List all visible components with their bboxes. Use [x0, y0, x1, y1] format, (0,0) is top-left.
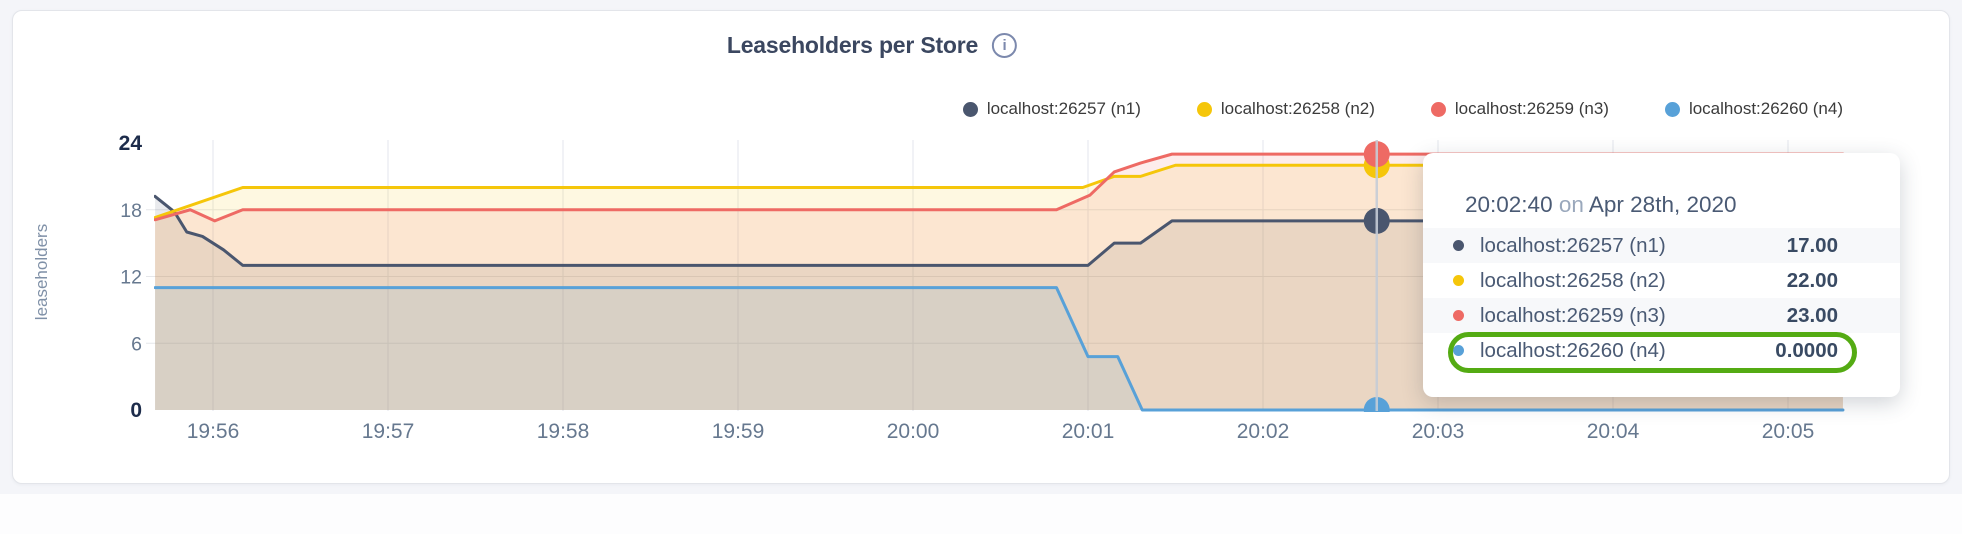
tooltip-series-name: localhost:26257 (n1)	[1480, 233, 1666, 257]
legend-item[interactable]: localhost:26258 (n2)	[1196, 99, 1375, 119]
legend-dot-icon	[1430, 101, 1446, 117]
chart-title: Leaseholders per Store	[726, 32, 979, 58]
legend-item[interactable]: localhost:26259 (n3)	[1430, 99, 1609, 119]
legend-item[interactable]: localhost:26257 (n1)	[962, 99, 1141, 119]
tooltip-row: localhost:26259 (n3) 23.00	[1423, 298, 1900, 333]
series-area	[155, 196, 1843, 410]
series-line	[154, 286, 1845, 412]
info-icon[interactable]: i	[992, 33, 1018, 58]
series-lines	[154, 152, 1845, 412]
x-tick-label: 20:00	[887, 420, 940, 443]
legend-label: localhost:26259 (n3)	[1454, 99, 1609, 118]
x-tick-label: 19:59	[712, 420, 765, 443]
tooltip-series-value: 0.0000	[1775, 338, 1838, 362]
tooltip-series-dot-icon	[1453, 310, 1464, 321]
legend-dot-icon	[962, 101, 978, 117]
y-tick-label: 0	[130, 399, 142, 422]
tooltip-row: localhost:26260 (n4) 0.0000	[1423, 333, 1900, 368]
tooltip-timestamp: 20:02:40 on Apr 28th, 2020	[1465, 192, 1737, 218]
tooltip-series-value: 17.00	[1786, 233, 1838, 257]
chart-legend: localhost:26257 (n1) localhost:26258 (n2)…	[962, 99, 1843, 119]
x-tick-label: 20:05	[1762, 420, 1815, 443]
series-area	[155, 154, 1843, 410]
legend-dot-icon	[1196, 101, 1212, 117]
tooltip-series-dot-icon	[1453, 275, 1464, 286]
y-tick-label: 12	[120, 267, 142, 289]
legend-label: localhost:26257 (n1)	[986, 99, 1141, 118]
y-axis-title: leaseholders	[32, 224, 51, 320]
tooltip-date: Apr 28th, 2020	[1588, 192, 1737, 217]
tooltip-series-value: 23.00	[1786, 303, 1838, 327]
x-axis-labels: 19:56 19:57 19:58 19:59 20:00 20:01 20:02 20:03…	[187, 420, 1815, 443]
legend-dot-icon	[1664, 101, 1680, 117]
series-line	[154, 152, 1845, 223]
tooltip-series-value: 22.00	[1786, 268, 1838, 292]
tooltip-row: localhost:26258 (n2) 22.00	[1423, 263, 1900, 298]
legend-item[interactable]: localhost:26260 (n4)	[1664, 99, 1843, 119]
tooltip-rows: localhost:26257 (n1) 17.00 localhost:26258…	[1423, 228, 1900, 368]
legend-label: localhost:26258 (n2)	[1220, 99, 1375, 118]
series-area	[155, 287, 1843, 410]
y-tick-label: 24	[119, 132, 143, 155]
x-tick-label: 20:02	[1237, 420, 1290, 443]
x-tick-label: 20:01	[1062, 420, 1115, 443]
tooltip-series-name: localhost:26259 (n3)	[1480, 303, 1666, 327]
tooltip-row: localhost:26257 (n1) 17.00	[1423, 228, 1900, 263]
x-tick-label: 19:58	[537, 420, 590, 443]
y-tick-label: 6	[131, 333, 142, 355]
tooltip-series-name: localhost:26260 (n4)	[1480, 338, 1666, 362]
x-tick-label: 20:03	[1412, 420, 1465, 443]
x-tick-label: 19:57	[362, 420, 415, 443]
x-tick-label: 19:56	[187, 420, 240, 443]
tooltip-series-name: localhost:26258 (n2)	[1480, 268, 1666, 292]
series-line	[154, 194, 1845, 267]
hover-tooltip: 20:02:40 on Apr 28th, 2020 localhost:262…	[1423, 153, 1900, 397]
highlight-annotation-ring	[1448, 332, 1857, 373]
y-tick-label: 18	[120, 200, 142, 222]
tooltip-on: on	[1558, 192, 1584, 217]
legend-label: localhost:26260 (n4)	[1688, 99, 1843, 118]
tooltip-time: 20:02:40	[1465, 192, 1553, 217]
x-tick-label: 20:04	[1587, 420, 1640, 443]
tooltip-series-dot-icon	[1453, 240, 1464, 251]
y-axis-labels: 0 6 12 18 24	[119, 132, 143, 422]
chart-header: Leaseholders per Store i	[726, 32, 1018, 59]
series-line	[154, 163, 1845, 220]
